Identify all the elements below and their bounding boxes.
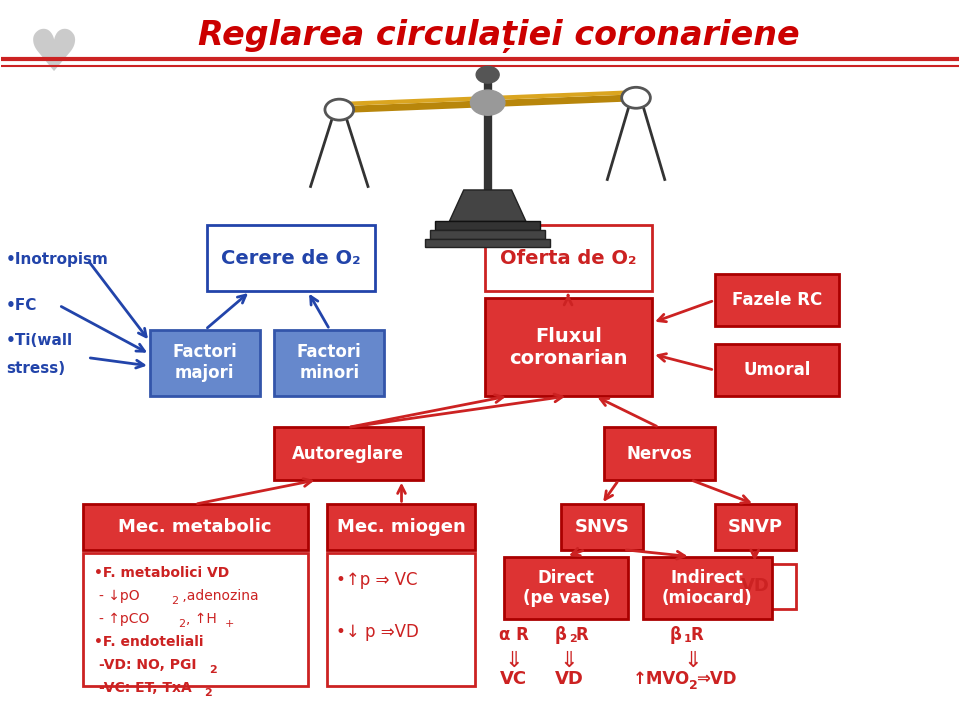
- FancyBboxPatch shape: [207, 225, 374, 291]
- Text: ⇓: ⇓: [560, 651, 578, 671]
- FancyBboxPatch shape: [714, 274, 839, 326]
- Text: •FC: •FC: [6, 298, 37, 312]
- Circle shape: [622, 87, 650, 108]
- Polygon shape: [449, 190, 526, 221]
- Text: Nervos: Nervos: [627, 444, 692, 463]
- Text: 2: 2: [171, 596, 178, 606]
- Text: 2: 2: [204, 688, 212, 698]
- Text: •↑p ⇒ VC: •↑p ⇒ VC: [336, 571, 418, 588]
- Text: •F. endoteliali: •F. endoteliali: [94, 635, 204, 649]
- Text: ⇒VD: ⇒VD: [696, 670, 737, 689]
- Text: Direct
(pe vase): Direct (pe vase): [522, 569, 610, 607]
- Text: -VC: ET, TxA: -VC: ET, TxA: [99, 681, 192, 695]
- FancyBboxPatch shape: [714, 504, 796, 550]
- FancyBboxPatch shape: [714, 564, 796, 609]
- FancyBboxPatch shape: [275, 330, 384, 396]
- FancyBboxPatch shape: [150, 330, 260, 396]
- Text: - ↑pCO: - ↑pCO: [99, 612, 150, 625]
- Text: Autoreglare: Autoreglare: [293, 444, 404, 463]
- Text: ,adenozina: ,adenozina: [179, 589, 259, 603]
- Text: ↑MVO: ↑MVO: [634, 670, 690, 689]
- FancyBboxPatch shape: [605, 428, 714, 479]
- Text: Oferta de O₂: Oferta de O₂: [500, 249, 636, 267]
- Text: 2: 2: [179, 618, 185, 629]
- Text: VD: VD: [555, 670, 584, 689]
- FancyBboxPatch shape: [714, 343, 839, 396]
- Text: Indirect
(miocard): Indirect (miocard): [662, 569, 753, 607]
- Text: SNVS: SNVS: [575, 518, 630, 536]
- FancyBboxPatch shape: [504, 557, 629, 619]
- FancyBboxPatch shape: [326, 504, 475, 550]
- Text: •Ti(wall: •Ti(wall: [6, 333, 73, 347]
- Text: ⇓: ⇓: [684, 651, 702, 671]
- Text: Factori
minori: Factori minori: [297, 343, 362, 382]
- Text: 2: 2: [209, 665, 217, 675]
- Polygon shape: [435, 221, 540, 230]
- Text: Factori
majori: Factori majori: [173, 343, 237, 382]
- Text: ⇓: ⇓: [504, 651, 523, 671]
- Text: •Inotropism: •Inotropism: [6, 252, 109, 267]
- Text: Cerere de O₂: Cerere de O₂: [221, 249, 361, 267]
- Circle shape: [470, 90, 505, 115]
- Text: Fazele RC: Fazele RC: [732, 291, 822, 309]
- FancyBboxPatch shape: [83, 504, 308, 550]
- Text: Mec. miogen: Mec. miogen: [337, 518, 466, 536]
- Text: stress): stress): [6, 361, 65, 376]
- Text: R: R: [690, 626, 704, 644]
- Text: 1: 1: [684, 634, 691, 644]
- FancyBboxPatch shape: [83, 553, 308, 686]
- Text: Mec. metabolic: Mec. metabolic: [118, 518, 272, 536]
- Text: Fluxul
coronarian: Fluxul coronarian: [510, 326, 628, 368]
- Polygon shape: [430, 230, 545, 239]
- Text: SNVP: SNVP: [728, 518, 782, 536]
- FancyBboxPatch shape: [485, 298, 652, 396]
- Text: R: R: [576, 626, 588, 644]
- Text: VD: VD: [741, 577, 770, 595]
- Text: •F. metabolici VD: •F. metabolici VD: [94, 566, 229, 580]
- Polygon shape: [425, 239, 550, 247]
- Text: •↓ p ⇒VD: •↓ p ⇒VD: [336, 623, 420, 641]
- FancyBboxPatch shape: [562, 504, 643, 550]
- FancyBboxPatch shape: [326, 553, 475, 686]
- Text: , ↑H: , ↑H: [186, 612, 217, 625]
- Text: β: β: [555, 626, 566, 644]
- Text: 2: 2: [688, 679, 697, 692]
- FancyBboxPatch shape: [643, 557, 772, 619]
- FancyBboxPatch shape: [275, 428, 422, 479]
- Text: - ↓pO: - ↓pO: [99, 589, 139, 603]
- Text: β: β: [669, 626, 682, 644]
- Text: Umoral: Umoral: [743, 361, 810, 379]
- Circle shape: [324, 99, 353, 120]
- Text: VC: VC: [500, 670, 527, 689]
- FancyBboxPatch shape: [485, 225, 652, 291]
- Circle shape: [476, 67, 499, 83]
- Text: Reglarea circulației coronariene: Reglarea circulației coronariene: [199, 19, 800, 53]
- Text: -VD: NO, PGI: -VD: NO, PGI: [99, 658, 197, 672]
- Text: 2: 2: [569, 634, 577, 644]
- Text: ♥: ♥: [28, 26, 81, 83]
- Text: α R: α R: [498, 626, 528, 644]
- Text: +: +: [225, 618, 234, 629]
